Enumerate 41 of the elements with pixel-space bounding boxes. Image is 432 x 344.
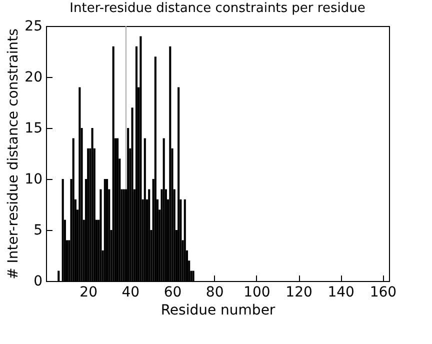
bar [154, 56, 156, 281]
bar [127, 128, 130, 281]
bar [58, 270, 60, 281]
x-tick-label: 80 [206, 284, 224, 300]
y-tick-label: 20 [24, 70, 42, 86]
bar [131, 108, 134, 281]
bar [106, 179, 108, 281]
bar [169, 46, 172, 281]
bar [91, 128, 94, 281]
y-axis-title: # Inter-residue distance constraints [6, 28, 22, 280]
bar [104, 179, 106, 281]
x-tick-label: 100 [244, 284, 270, 300]
bar [78, 87, 81, 281]
y-tick-label: 0 [34, 274, 42, 290]
y-tick-label: 5 [34, 222, 42, 238]
x-axis-title: Residue number [160, 302, 276, 318]
bar [122, 189, 125, 281]
x-tick-label: 20 [80, 284, 98, 300]
x-tick-label: 140 [328, 284, 354, 300]
chart-title: Inter-residue distance constraints per residue [70, 1, 366, 16]
y-tick-label: 15 [24, 120, 42, 136]
x-tick-label: 120 [286, 284, 312, 300]
bar [135, 46, 138, 281]
bar [100, 189, 102, 281]
x-tick-label: 60 [164, 284, 182, 300]
x-tick-label: 40 [122, 284, 140, 300]
bar [140, 36, 142, 281]
bar [148, 189, 150, 281]
bar [116, 138, 119, 281]
bar [144, 138, 146, 281]
y-tick-label: 10 [24, 172, 42, 188]
bar [87, 148, 90, 281]
bar [162, 138, 165, 281]
x-tick-label: 160 [370, 284, 397, 300]
bar [192, 270, 194, 281]
bar [72, 138, 74, 281]
bar [184, 199, 186, 281]
y-tick-label: 25 [24, 18, 42, 34]
bar [62, 179, 64, 281]
bar [178, 87, 180, 281]
bar [112, 46, 114, 281]
